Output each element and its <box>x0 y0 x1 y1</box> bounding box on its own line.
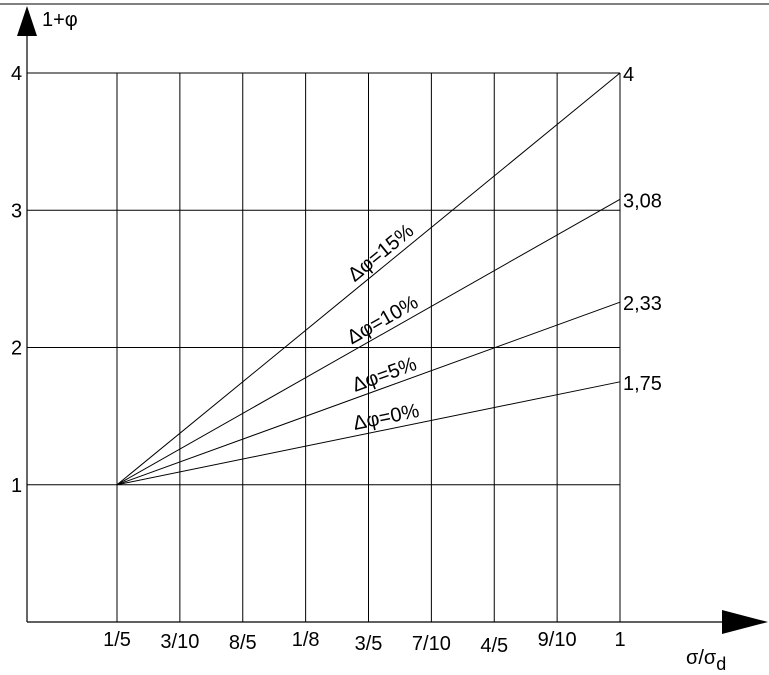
x-tick-label: 1/8 <box>292 629 320 651</box>
series-end-label: 2,33 <box>623 293 662 315</box>
x-tick-label: 9/10 <box>538 629 577 651</box>
x-tick-label: 4/5 <box>480 635 508 657</box>
series-label: Δφ=5% <box>349 353 420 397</box>
x-tick-label: 1/5 <box>103 629 131 651</box>
series-line <box>116 198 621 486</box>
x-axis-title: σ/σd <box>686 647 726 674</box>
series-end-label: 4 <box>623 64 634 86</box>
x-axis-title-main: σ/σ <box>686 647 717 669</box>
x-tick-label: 3/5 <box>355 633 383 655</box>
y-axis-arrow <box>17 6 37 36</box>
x-axis-title-subscript: d <box>716 654 726 674</box>
y-tick-label: 1 <box>11 475 22 497</box>
x-axis-arrow <box>722 610 768 634</box>
grid <box>27 72 621 622</box>
series-line <box>116 381 621 486</box>
y-axis-title: 1+φ <box>42 9 78 31</box>
y-ticks: 1 2 3 4 <box>11 63 22 497</box>
series-end-label: 3,08 <box>623 190 662 212</box>
x-tick-label: 7/10 <box>412 633 451 655</box>
x-ticks: 1/5 3/10 8/5 1/8 3/5 7/10 4/5 9/10 1 <box>103 629 625 657</box>
series-end-label: 1,75 <box>623 373 662 395</box>
y-tick-label: 4 <box>11 63 22 85</box>
x-tick-label: 1 <box>614 629 625 651</box>
y-tick-label: 3 <box>11 200 22 222</box>
x-tick-label: 8/5 <box>229 632 257 654</box>
series-line <box>116 301 621 486</box>
y-tick-label: 2 <box>11 338 22 360</box>
series-label: Δφ=10% <box>343 291 422 349</box>
series-label: Δφ=15% <box>344 220 418 287</box>
x-tick-label: 3/10 <box>160 631 199 653</box>
axes: 1+φ σ/σd <box>17 6 768 674</box>
series-line <box>116 72 621 486</box>
